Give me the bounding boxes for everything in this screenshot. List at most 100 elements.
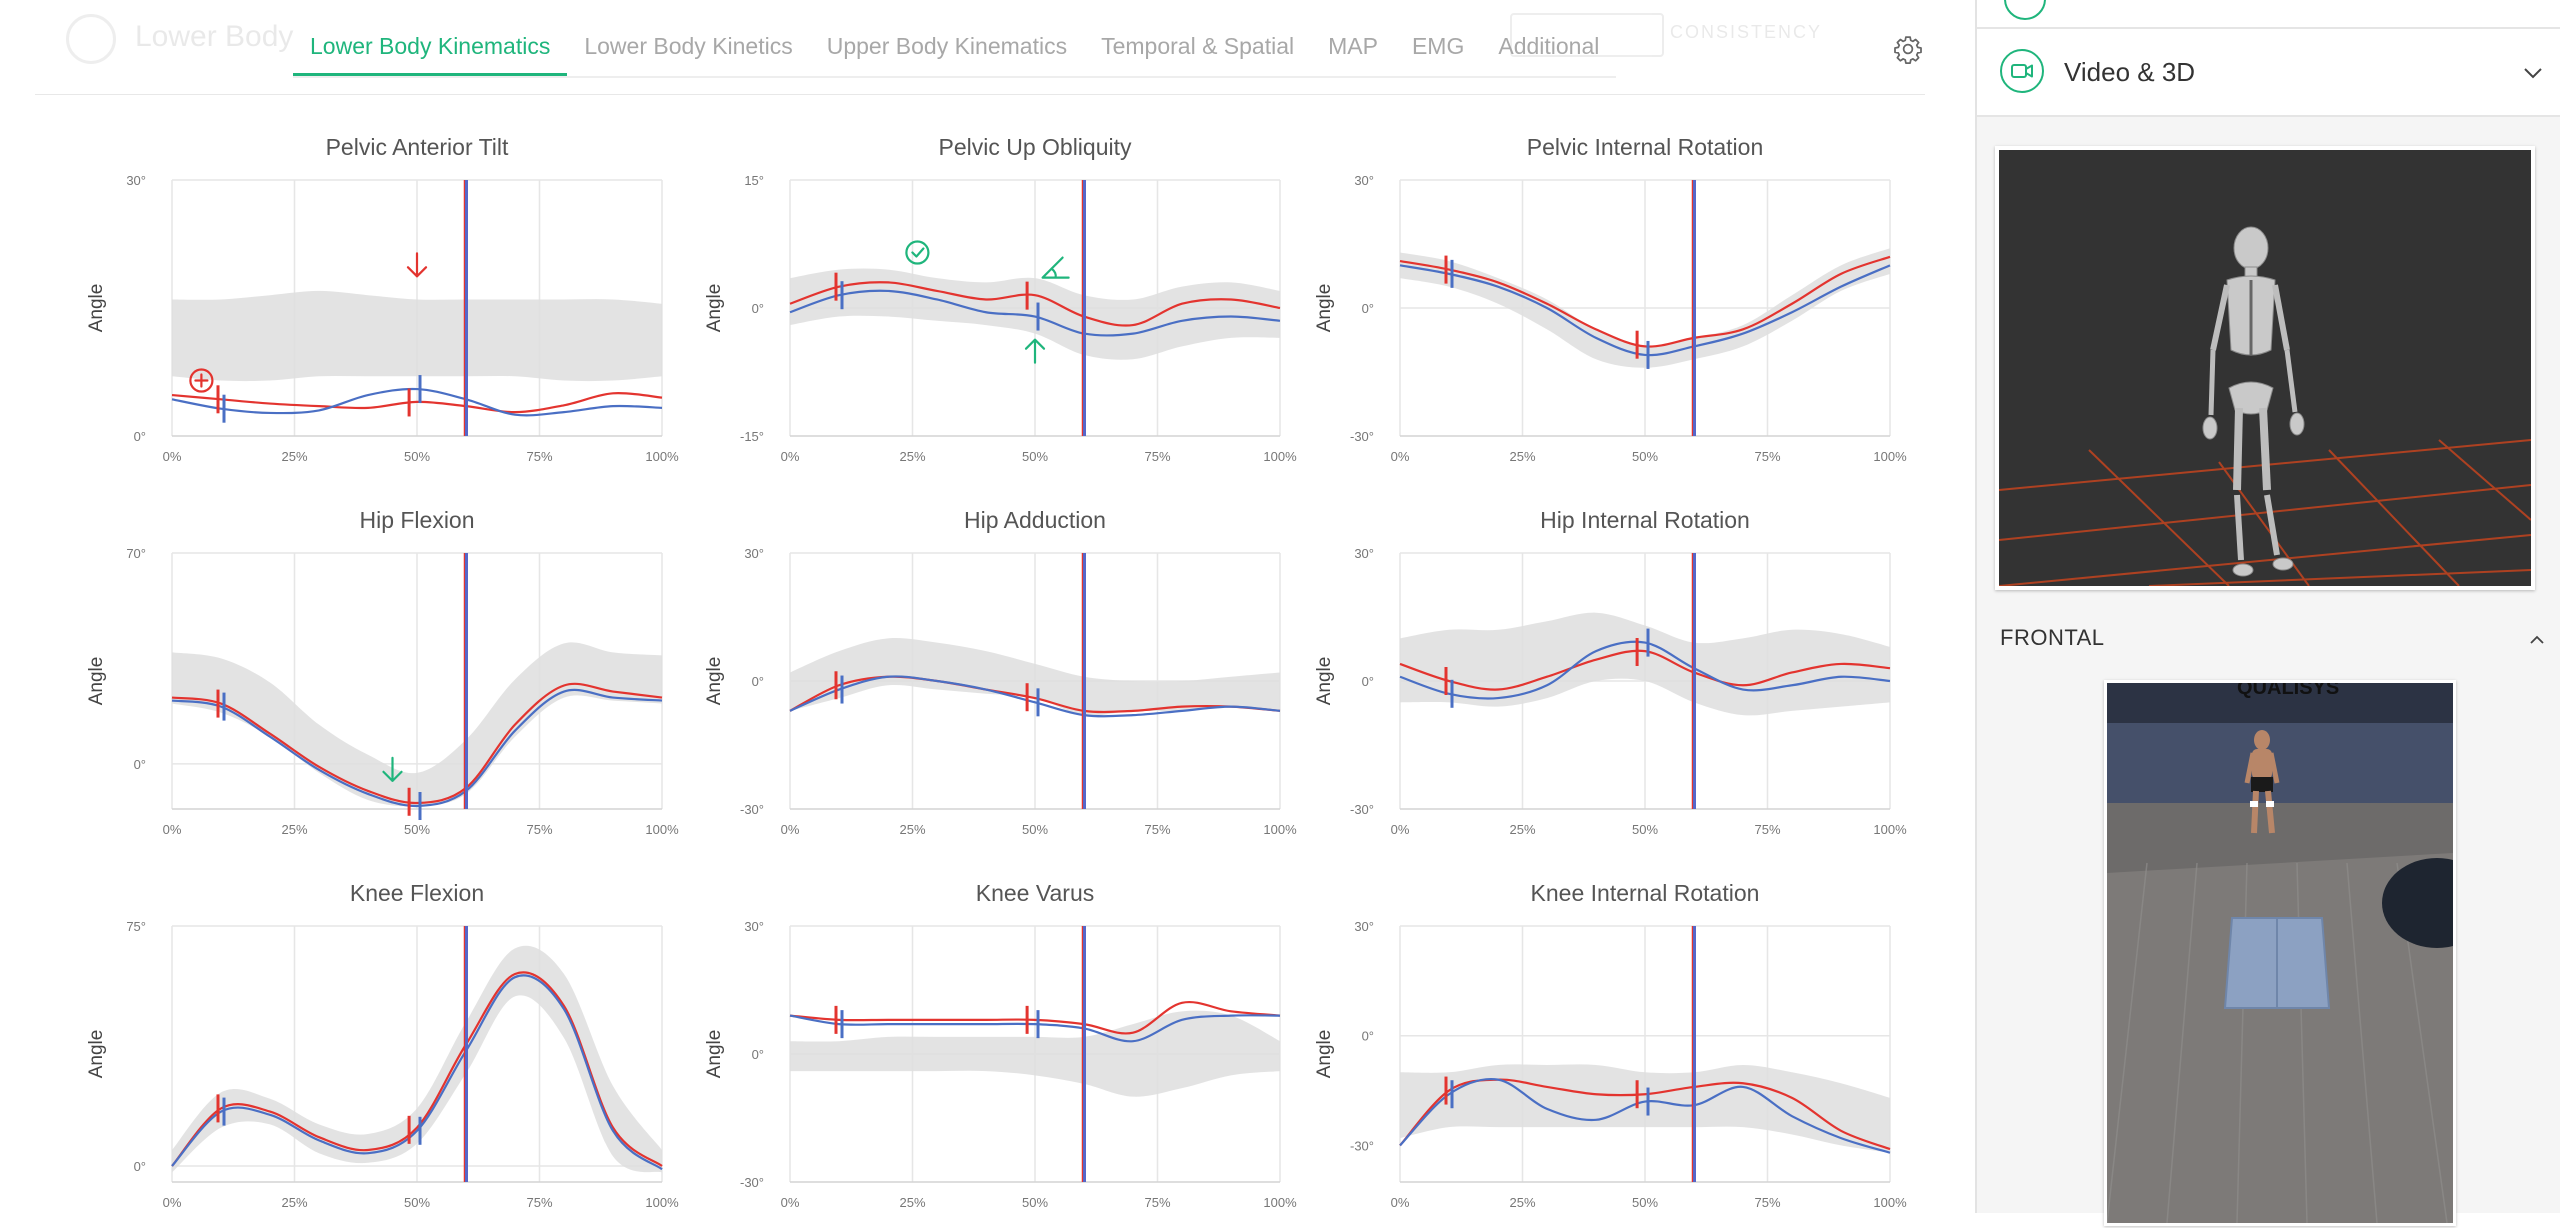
- plus-circle-icon[interactable]: [189, 368, 214, 393]
- 3d-skeleton-viewer[interactable]: [1995, 146, 2535, 590]
- x-tick-label: 25%: [899, 822, 925, 837]
- y-tick-label: -30°: [1350, 429, 1374, 444]
- right-side-curve: [1399, 264, 1891, 357]
- chart-pelvic-up-obliquity: Pelvic Up Obliquity Angle 0% 25% 50% 75% 100% 1…: [704, 134, 1297, 464]
- x-tick-label: 100%: [645, 822, 679, 837]
- right-side-curve: [789, 1014, 1281, 1043]
- y-axis-label: Angle: [704, 657, 725, 706]
- y-tick-label: 0°: [134, 429, 146, 444]
- chart-title: Knee Internal Rotation: [1531, 880, 1760, 906]
- frontal-view-label: FRONTAL: [2000, 625, 2105, 650]
- left-side-curve: [789, 675, 1281, 714]
- x-tick-label: 75%: [526, 822, 552, 837]
- gear-icon[interactable]: [1893, 34, 1923, 64]
- chart-title: Hip Flexion: [359, 507, 474, 533]
- normal-range-band: [1400, 248, 1890, 368]
- x-tick-label: 75%: [1754, 449, 1780, 464]
- tab-lower-body-kinematics[interactable]: Lower Body Kinematics: [293, 0, 568, 76]
- chart-title: Knee Varus: [976, 880, 1094, 906]
- chart-knee-internal-rotation: Knee Internal Rotation Angle 0% 25% 50% 75% 10…: [1314, 880, 1907, 1210]
- x-tick-label: 25%: [899, 449, 925, 464]
- left-side-curve: [789, 1000, 1281, 1035]
- chart-title: Hip Adduction: [964, 507, 1106, 533]
- x-tick-label: 75%: [1144, 822, 1170, 837]
- chart-pelvic-anterior-tilt: Pelvic Anterior Tilt Angle 0% 25% 50% 75% 100%…: [86, 134, 679, 464]
- y-axis-label: Angle: [86, 1030, 107, 1079]
- x-tick-label: 50%: [1022, 1195, 1048, 1210]
- chevron-down-icon[interactable]: [2522, 62, 2544, 84]
- check-circle-icon[interactable]: [905, 240, 930, 265]
- x-tick-label: 75%: [1754, 1195, 1780, 1210]
- x-tick-label: 100%: [1873, 449, 1907, 464]
- y-axis-label: Angle: [704, 1030, 725, 1079]
- y-tick-label: 0°: [752, 301, 764, 316]
- tab-additional[interactable]: Additional: [1498, 33, 1600, 59]
- tab-upper-body-kinematics[interactable]: Upper Body Kinematics: [826, 33, 1068, 59]
- tab-bar: Lower Body Kinematics Lower Body Kinetic…: [293, 0, 1617, 78]
- chart-title: Pelvic Internal Rotation: [1527, 134, 1764, 160]
- x-tick-label: 0%: [781, 449, 800, 464]
- y-tick-label: 0°: [134, 757, 146, 772]
- y-tick-label: -30°: [740, 802, 764, 817]
- left-side-curve: [1399, 649, 1891, 691]
- angle-icon[interactable]: [1041, 256, 1070, 279]
- x-tick-label: 25%: [281, 1195, 307, 1210]
- right-side-curve: [171, 974, 663, 1171]
- chart-hip-adduction: Hip Adduction Angle 0% 25% 50% 75% 100% 30° 0° -3…: [704, 507, 1297, 837]
- left-side-curve: [1399, 255, 1891, 348]
- y-axis-label: Angle: [704, 284, 725, 333]
- qualisys-watermark: QUALISYS: [2237, 683, 2339, 699]
- y-tick-label: 75°: [126, 919, 146, 934]
- video-camera-icon: [2000, 49, 2044, 93]
- right-side-curve: [171, 387, 663, 417]
- x-tick-label: 100%: [645, 449, 679, 464]
- x-tick-label: 50%: [404, 1195, 430, 1210]
- media-sidebar: Video & 3D: [1975, 0, 2560, 1226]
- collapsed-panel-above[interactable]: [1977, 0, 2560, 29]
- tab-lower-body-kinetics[interactable]: Lower Body Kinetics: [584, 33, 793, 59]
- kinematics-chart-grid: Pelvic Anterior Tilt Angle 0% 25% 50% 75% 100%…: [86, 134, 1907, 1210]
- normal-range-band: [172, 290, 662, 382]
- y-tick-label: 30°: [744, 919, 764, 934]
- tab-emg[interactable]: EMG: [1411, 33, 1465, 59]
- arrow-down-icon[interactable]: [406, 252, 428, 278]
- x-tick-label: 50%: [1632, 449, 1658, 464]
- video-3d-panel-header[interactable]: Video & 3D: [1977, 29, 2560, 117]
- y-tick-label: -30°: [1350, 802, 1374, 817]
- y-tick-label: -30°: [740, 1175, 764, 1190]
- x-tick-label: 50%: [404, 449, 430, 464]
- chevron-up-icon[interactable]: [2528, 631, 2546, 649]
- panel-icon: [2004, 0, 2046, 20]
- y-tick-label: 30°: [744, 546, 764, 561]
- y-axis-label: Angle: [86, 657, 107, 706]
- chart-knee-flexion: Knee Flexion Angle 0% 25% 50% 75% 100% 75° 0°: [86, 880, 679, 1210]
- x-tick-label: 100%: [1263, 822, 1297, 837]
- normal-range-band: [1400, 1064, 1890, 1153]
- chart-title: Knee Flexion: [350, 880, 484, 906]
- x-tick-label: 0%: [781, 822, 800, 837]
- x-tick-label: 100%: [1263, 1195, 1297, 1210]
- x-tick-label: 50%: [1632, 1195, 1658, 1210]
- y-tick-label: 0°: [1362, 301, 1374, 316]
- x-tick-label: 0%: [1391, 1195, 1410, 1210]
- chart-knee-varus: Knee Varus Angle 0% 25% 50% 75% 100% 30° 0° -30°: [704, 880, 1297, 1210]
- x-tick-label: 75%: [1144, 1195, 1170, 1210]
- y-axis-label: Angle: [1314, 657, 1335, 706]
- x-tick-label: 0%: [163, 822, 182, 837]
- y-tick-label: 30°: [1354, 173, 1374, 188]
- chart-title: Pelvic Up Obliquity: [938, 134, 1132, 160]
- x-tick-label: 100%: [1873, 1195, 1907, 1210]
- y-tick-label: 0°: [1362, 674, 1374, 689]
- x-tick-label: 25%: [281, 449, 307, 464]
- y-tick-label: 0°: [752, 674, 764, 689]
- left-side-curve: [171, 392, 663, 414]
- arrow-up-icon[interactable]: [1024, 338, 1046, 364]
- x-tick-label: 75%: [526, 449, 552, 464]
- tab-temporal-spatial[interactable]: Temporal & Spatial: [1101, 33, 1295, 59]
- y-tick-label: 0°: [1362, 1029, 1374, 1044]
- normal-range-band: [172, 945, 662, 1173]
- x-tick-label: 0%: [1391, 449, 1410, 464]
- arrow-down-icon[interactable]: [382, 756, 403, 782]
- tab-map[interactable]: MAP: [1328, 33, 1378, 59]
- frontal-video-player[interactable]: QUALISYS: [2104, 677, 2492, 1226]
